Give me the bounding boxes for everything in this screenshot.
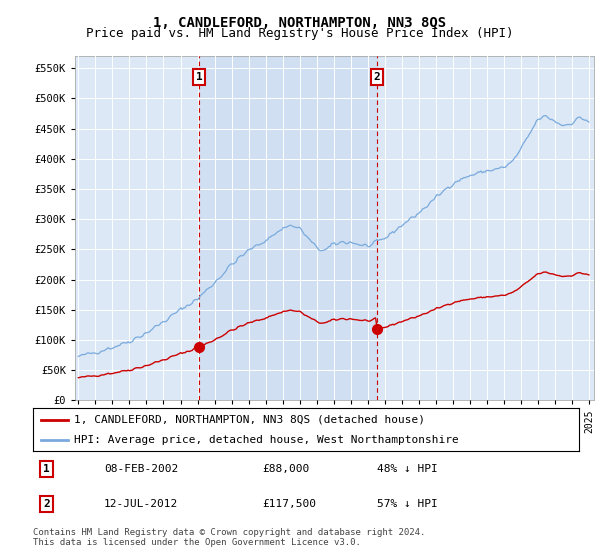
- Text: HPI: Average price, detached house, West Northamptonshire: HPI: Average price, detached house, West…: [74, 435, 459, 445]
- Text: 57% ↓ HPI: 57% ↓ HPI: [377, 499, 438, 509]
- Text: 48% ↓ HPI: 48% ↓ HPI: [377, 464, 438, 474]
- Text: 1: 1: [196, 72, 203, 82]
- Text: 1, CANDLEFORD, NORTHAMPTON, NN3 8QS: 1, CANDLEFORD, NORTHAMPTON, NN3 8QS: [154, 16, 446, 30]
- Text: £88,000: £88,000: [262, 464, 310, 474]
- Text: 2: 2: [43, 499, 50, 509]
- Bar: [199, 56, 377, 400]
- Text: 12-JUL-2012: 12-JUL-2012: [104, 499, 178, 509]
- Text: Contains HM Land Registry data © Crown copyright and database right 2024.
This d: Contains HM Land Registry data © Crown c…: [33, 528, 425, 547]
- Text: Price paid vs. HM Land Registry's House Price Index (HPI): Price paid vs. HM Land Registry's House …: [86, 27, 514, 40]
- Text: 1, CANDLEFORD, NORTHAMPTON, NN3 8QS (detached house): 1, CANDLEFORD, NORTHAMPTON, NN3 8QS (det…: [74, 415, 425, 424]
- Text: £117,500: £117,500: [262, 499, 316, 509]
- Text: 1: 1: [43, 464, 50, 474]
- Text: 08-FEB-2002: 08-FEB-2002: [104, 464, 178, 474]
- Text: 2: 2: [373, 72, 380, 82]
